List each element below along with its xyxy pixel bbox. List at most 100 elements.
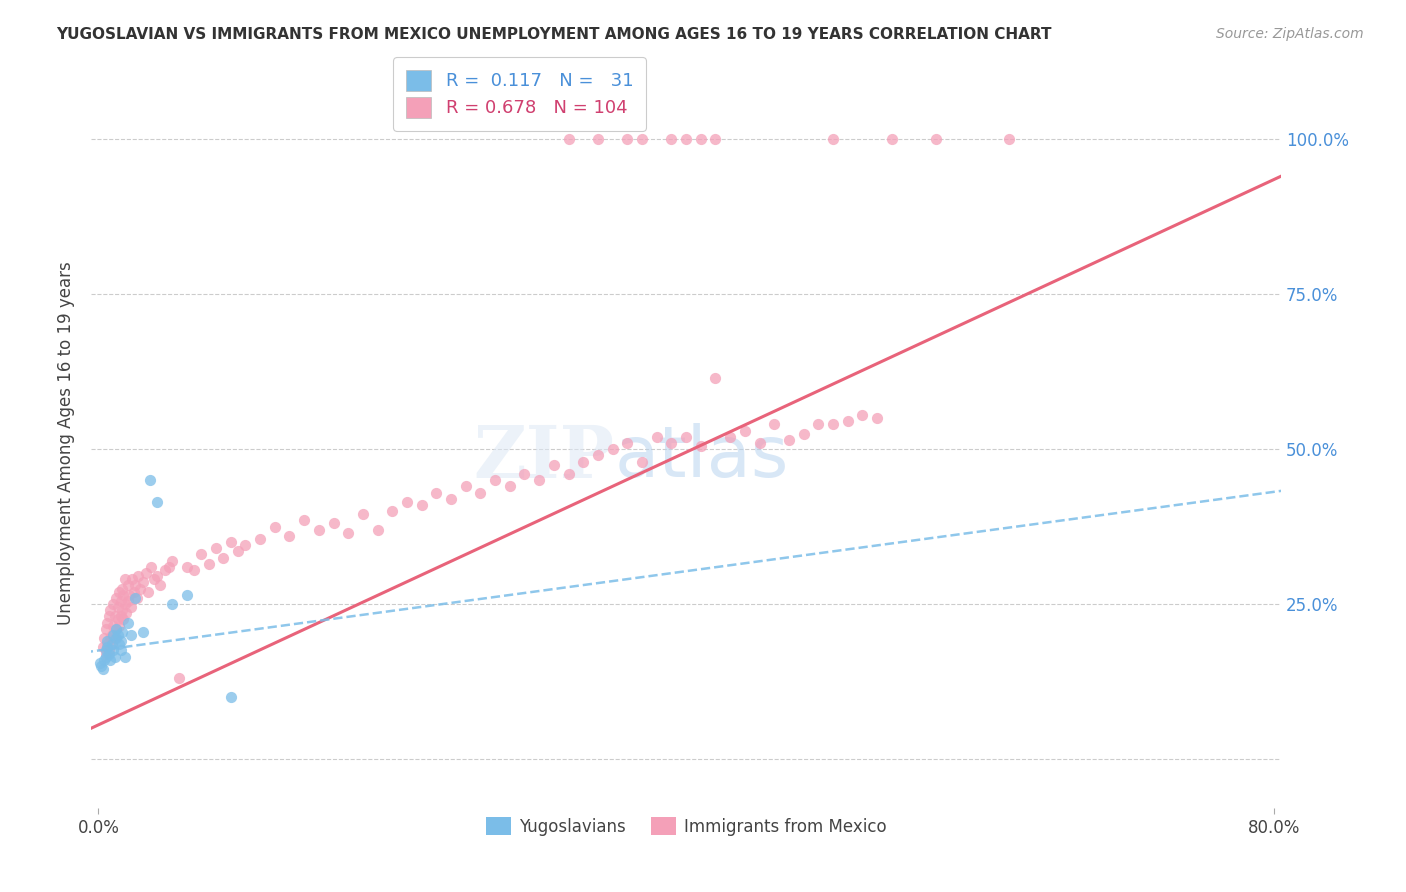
Point xyxy=(97,609,120,624)
Point xyxy=(454,479,477,493)
Point xyxy=(778,433,800,447)
Point xyxy=(131,575,153,590)
Point xyxy=(278,529,301,543)
Point xyxy=(127,569,149,583)
Point xyxy=(100,628,122,642)
Point xyxy=(807,417,830,432)
Point xyxy=(557,467,579,481)
Point xyxy=(114,597,136,611)
Point xyxy=(108,637,131,651)
Point xyxy=(117,615,139,630)
Point xyxy=(111,582,134,596)
Point xyxy=(352,507,374,521)
Point xyxy=(104,649,127,664)
Point xyxy=(411,498,433,512)
Point xyxy=(704,371,727,385)
Point xyxy=(557,132,579,146)
Point xyxy=(110,609,132,624)
Point xyxy=(149,578,172,592)
Point xyxy=(748,436,770,450)
Point xyxy=(763,417,786,432)
Point xyxy=(121,572,143,586)
Point xyxy=(880,132,903,146)
Point xyxy=(125,591,148,605)
Y-axis label: Unemployment Among Ages 16 to 19 years: Unemployment Among Ages 16 to 19 years xyxy=(58,261,75,624)
Point xyxy=(118,588,141,602)
Point xyxy=(205,541,228,556)
Point xyxy=(120,600,142,615)
Point xyxy=(160,597,183,611)
Point xyxy=(96,640,118,655)
Point xyxy=(105,631,128,645)
Point xyxy=(219,690,242,704)
Text: Source: ZipAtlas.com: Source: ZipAtlas.com xyxy=(1216,27,1364,41)
Point xyxy=(367,523,389,537)
Point xyxy=(110,594,132,608)
Point xyxy=(100,637,122,651)
Point xyxy=(94,649,117,664)
Point xyxy=(107,600,129,615)
Point xyxy=(527,473,550,487)
Point xyxy=(249,532,271,546)
Point xyxy=(851,408,873,422)
Point xyxy=(112,613,135,627)
Point xyxy=(689,132,711,146)
Point xyxy=(602,442,624,457)
Point xyxy=(96,634,118,648)
Point xyxy=(97,647,120,661)
Point xyxy=(586,448,609,462)
Point xyxy=(153,563,176,577)
Point xyxy=(157,559,180,574)
Point xyxy=(616,132,638,146)
Point xyxy=(704,132,727,146)
Point xyxy=(543,458,565,472)
Point xyxy=(120,628,142,642)
Point xyxy=(115,607,138,621)
Point xyxy=(94,643,117,657)
Point xyxy=(484,473,506,487)
Point xyxy=(134,566,156,580)
Point xyxy=(105,622,128,636)
Point xyxy=(97,643,120,657)
Point xyxy=(235,538,257,552)
Point xyxy=(146,495,169,509)
Point xyxy=(866,411,889,425)
Point xyxy=(425,485,447,500)
Point xyxy=(734,424,756,438)
Point xyxy=(925,132,948,146)
Point xyxy=(105,591,128,605)
Point xyxy=(837,414,859,428)
Point xyxy=(146,569,169,583)
Point xyxy=(89,656,111,670)
Point xyxy=(112,588,135,602)
Point xyxy=(631,132,654,146)
Text: atlas: atlas xyxy=(614,423,789,492)
Point xyxy=(107,613,129,627)
Point xyxy=(197,557,219,571)
Point xyxy=(143,572,166,586)
Point xyxy=(689,439,711,453)
Point xyxy=(183,563,205,577)
Point xyxy=(212,550,235,565)
Point xyxy=(131,624,153,639)
Point xyxy=(440,491,463,506)
Point xyxy=(98,631,121,645)
Point xyxy=(94,622,117,636)
Point xyxy=(141,559,163,574)
Point xyxy=(128,582,150,596)
Point xyxy=(190,548,212,562)
Point xyxy=(631,454,654,468)
Point xyxy=(226,544,249,558)
Point xyxy=(96,637,118,651)
Point xyxy=(110,643,132,657)
Point xyxy=(114,649,136,664)
Point xyxy=(176,559,198,574)
Point xyxy=(103,643,125,657)
Point xyxy=(616,436,638,450)
Point xyxy=(499,479,522,493)
Point xyxy=(100,637,122,651)
Point xyxy=(160,554,183,568)
Point xyxy=(111,603,134,617)
Point xyxy=(176,588,198,602)
Point xyxy=(103,618,125,632)
